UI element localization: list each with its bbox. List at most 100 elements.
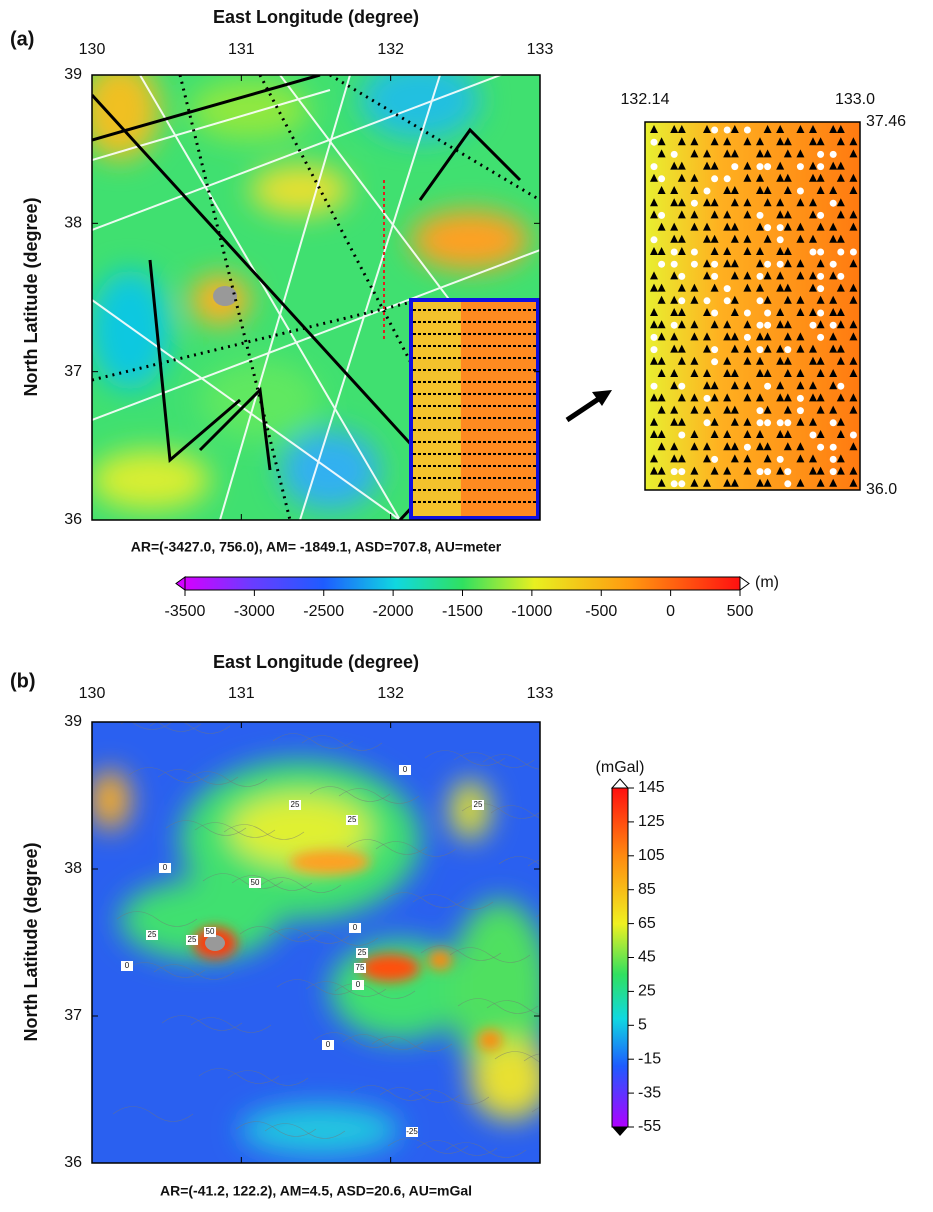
survey-point [711,272,719,280]
survey-point [670,344,679,353]
contour [313,1032,395,1048]
survey-point [670,308,679,316]
survey-point [783,173,792,182]
contour-label-box [204,927,216,937]
survey-point [670,381,679,390]
survey-point [657,478,666,487]
contour-label-box [249,878,261,888]
x-tick-label: 131 [228,685,255,702]
survey-point [703,332,711,341]
survey-point [796,295,805,304]
contour [494,1051,540,1063]
contour-label-box [472,800,484,810]
survey-point [723,186,732,194]
survey-point [776,271,785,280]
survey-point [723,430,732,438]
survey-point [816,173,825,182]
survey-point [743,430,752,438]
contour [449,947,531,963]
colorbar-tick-label: 125 [638,813,665,830]
survey-point [650,466,658,475]
x-tick-label: 132 [377,41,404,58]
survey-point [776,161,785,170]
survey-point [730,222,739,231]
contour [445,1142,527,1158]
survey-point [670,480,678,488]
survey-point [816,405,825,414]
survey-point [756,211,764,219]
survey-point [678,480,686,488]
survey-point [829,332,838,341]
contour [416,1140,498,1156]
survey-point [849,332,858,341]
survey-point [690,199,698,207]
survey-point [690,260,698,268]
survey-point [783,295,792,304]
contour [112,1106,194,1122]
survey-point [849,356,858,365]
survey-point [650,236,658,244]
contour [301,735,383,751]
survey-point [849,149,858,158]
survey-point [703,442,711,451]
survey-point [763,454,772,463]
survey-point [809,137,817,146]
survey-point [723,356,732,365]
survey-point [829,381,838,390]
contour [231,875,313,891]
survey-point [756,369,764,377]
map-frame-b [91,721,541,1164]
colorbar-tick-label: 5 [638,1017,647,1034]
contour-label: 25 [348,815,357,824]
survey-point [836,137,845,146]
survey-point [690,478,699,487]
survey-point [703,297,711,305]
survey-point [711,358,719,366]
survey-point [763,198,772,207]
contour [424,750,506,766]
survey-point [809,283,817,292]
survey-point [678,382,686,390]
survey-point [796,369,805,377]
x-tick-label: 133 [527,41,554,58]
survey-point [756,283,764,292]
colorbar-unit: (mGal) [596,759,645,776]
y-axis-title: North Latitude (degree) [21,197,41,396]
contour-label: -25 [406,1127,418,1136]
survey-point [650,382,658,390]
survey-point [776,455,784,463]
contour [498,856,540,866]
survey-point [849,186,858,194]
survey-point [809,321,817,329]
contour [165,820,247,836]
colorbar-tick-label: 85 [638,881,656,898]
survey-point [796,332,805,341]
survey-point [836,466,845,475]
contour-label-box [352,980,364,990]
survey-point [776,173,785,182]
survey-point [829,186,838,194]
y-tick-label: 36 [64,1154,82,1171]
survey-point [657,283,666,292]
survey-point [670,125,679,133]
survey-point [796,259,805,268]
map-field-b: 0 25 25 25 50 0 25 25 50 0 0 25 75 0 0 -25 [92,722,540,1163]
survey-point [816,186,825,194]
contour [482,754,540,770]
survey-point [816,222,825,231]
survey-point [657,356,666,365]
survey-point [743,381,752,390]
survey-point [730,308,739,316]
survey-point [730,369,739,377]
survey-point [670,417,679,426]
survey-point [796,149,805,158]
survey-point [670,234,679,243]
contour [523,1053,540,1062]
survey-point [849,431,857,439]
survey-point [650,283,658,292]
survey-point [743,320,752,329]
contour [486,1000,540,1015]
survey-point [677,320,686,329]
contour [383,892,465,908]
contour [268,928,350,944]
